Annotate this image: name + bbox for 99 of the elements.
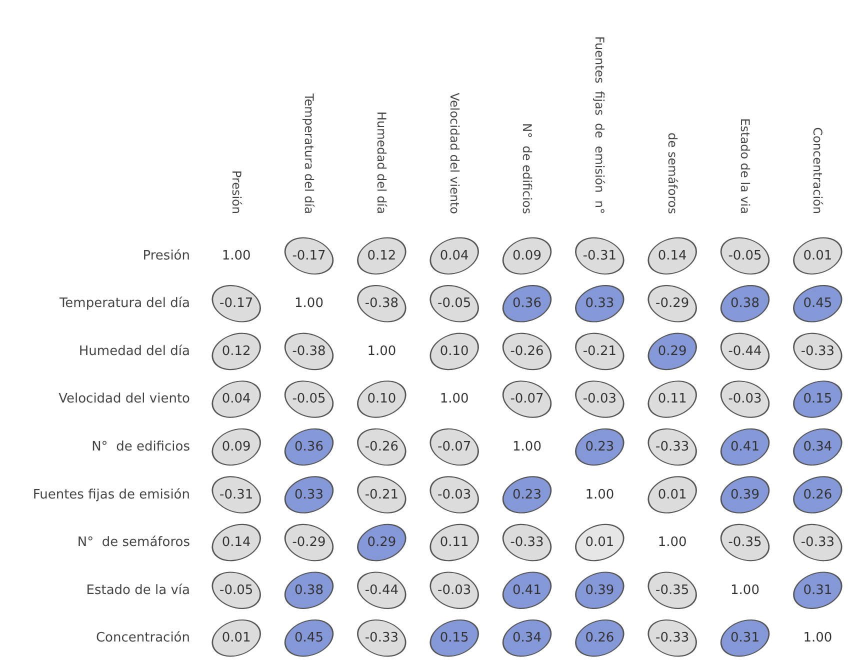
y-tick-label: Presión <box>142 248 190 264</box>
data-label: 0.09 <box>222 440 251 454</box>
y-tick-label: N° de semáforos <box>77 535 190 550</box>
data-label: 0.38 <box>730 296 760 312</box>
data-label: 0.31 <box>803 582 832 598</box>
y-tick-label: N° de edificios <box>92 440 190 454</box>
y-tick-label: Estado de la vía <box>86 582 190 598</box>
data-label: 0.45 <box>294 630 324 646</box>
data-label: -0.03 <box>438 487 472 502</box>
data-label: -0.44 <box>364 582 398 598</box>
data-label: -0.38 <box>364 296 398 312</box>
data-label: -0.05 <box>220 582 254 598</box>
data-label: 0.14 <box>222 535 251 550</box>
data-label: -0.05 <box>438 296 472 312</box>
data-label: 0.36 <box>512 296 542 312</box>
data-label: 0.12 <box>367 248 396 264</box>
data-label: -0.29 <box>292 535 326 550</box>
data-label: 0.10 <box>440 344 469 359</box>
data-label: -0.07 <box>438 440 472 454</box>
data-label: 0.39 <box>585 582 614 598</box>
data-label: 0.33 <box>294 487 324 502</box>
data-label: 0.15 <box>440 630 469 646</box>
data-label: 1.00 <box>367 344 396 359</box>
y-tick-label: Velocidad del viento <box>58 392 190 407</box>
x-tick-label: N° de edificios <box>520 123 534 214</box>
data-label: 0.41 <box>730 440 760 454</box>
data-label: 0.04 <box>440 248 469 264</box>
data-label: 0.01 <box>222 630 251 646</box>
data-label: 0.11 <box>658 392 687 407</box>
x-tick-label: Temperatura del día <box>302 92 316 214</box>
y-tick-label: Concentración <box>96 630 190 646</box>
data-label: 0.41 <box>512 582 542 598</box>
data-label: -0.35 <box>656 582 690 598</box>
data-label: 0.45 <box>803 296 832 312</box>
data-label: 0.01 <box>585 535 614 550</box>
data-label: -0.03 <box>728 392 762 407</box>
data-label: -0.33 <box>656 440 690 454</box>
data-label: -0.33 <box>510 535 544 550</box>
data-label: -0.07 <box>510 392 544 407</box>
data-label: 1.00 <box>512 440 542 454</box>
x-tick-label: Estado de la via <box>738 118 752 214</box>
data-label: 0.10 <box>367 392 396 407</box>
data-label: -0.03 <box>582 392 616 407</box>
data-label: -0.33 <box>800 535 834 550</box>
data-label: 0.36 <box>294 440 324 454</box>
data-label: -0.44 <box>728 344 762 359</box>
data-label: 0.23 <box>512 487 542 502</box>
data-label: -0.33 <box>656 630 690 646</box>
data-label: 0.39 <box>730 487 760 502</box>
data-label: -0.21 <box>364 487 398 502</box>
data-label: -0.33 <box>800 344 834 359</box>
data-label: 0.14 <box>658 248 687 264</box>
x-tick-label: Concentración <box>810 127 825 214</box>
data-label: 1.00 <box>803 630 832 646</box>
data-label: 0.33 <box>585 296 614 312</box>
data-label: -0.17 <box>220 296 254 312</box>
data-label: -0.35 <box>728 535 762 550</box>
data-label: 0.12 <box>222 344 251 359</box>
x-tick-label: de semáforos <box>665 132 680 214</box>
x-tick-label: Presión <box>229 170 244 214</box>
data-label: -0.26 <box>510 344 544 359</box>
data-label: 0.11 <box>440 535 469 550</box>
data-label: -0.05 <box>728 248 762 264</box>
data-label: 1.00 <box>730 582 760 598</box>
data-label: 0.15 <box>803 392 832 407</box>
x-tick-label: Humedad del día <box>374 111 389 214</box>
y-tick-label: Humedad del día <box>78 344 190 359</box>
data-label: 0.01 <box>658 487 687 502</box>
data-label: 1.00 <box>440 392 469 407</box>
data-label: 1.00 <box>585 487 614 502</box>
data-label: 0.26 <box>803 487 832 502</box>
data-label: -0.29 <box>656 296 690 312</box>
data-label: -0.05 <box>292 392 326 407</box>
data-label: 0.29 <box>658 344 687 359</box>
data-label: 1.00 <box>222 248 251 264</box>
data-label: 1.00 <box>294 296 324 312</box>
data-label: -0.17 <box>292 248 326 264</box>
data-label: -0.03 <box>438 582 472 598</box>
data-label: 0.01 <box>803 248 832 264</box>
data-label: -0.33 <box>364 630 398 646</box>
data-label: 0.34 <box>512 630 542 646</box>
data-label: -0.31 <box>582 248 616 264</box>
data-label: 1.00 <box>658 535 687 550</box>
data-label: 0.04 <box>222 392 251 407</box>
data-label: -0.26 <box>364 440 398 454</box>
data-label: 0.23 <box>585 440 614 454</box>
x-tick-label: Velocidad del viento <box>447 92 462 214</box>
data-label: 0.29 <box>367 535 396 550</box>
data-label: -0.21 <box>582 344 616 359</box>
data-label: 0.31 <box>730 630 760 646</box>
y-tick-label: Fuentes fijas de emisión <box>32 487 190 502</box>
data-label: 0.34 <box>803 440 832 454</box>
data-label: 0.38 <box>294 582 324 598</box>
data-label: 0.26 <box>585 630 614 646</box>
x-tick-label: Fuentes fijas de emisión n° <box>592 36 607 214</box>
data-label: -0.31 <box>220 487 254 502</box>
data-label: -0.38 <box>292 344 326 359</box>
data-label: 0.09 <box>512 248 542 264</box>
y-tick-label: Temperatura del día <box>58 296 190 312</box>
